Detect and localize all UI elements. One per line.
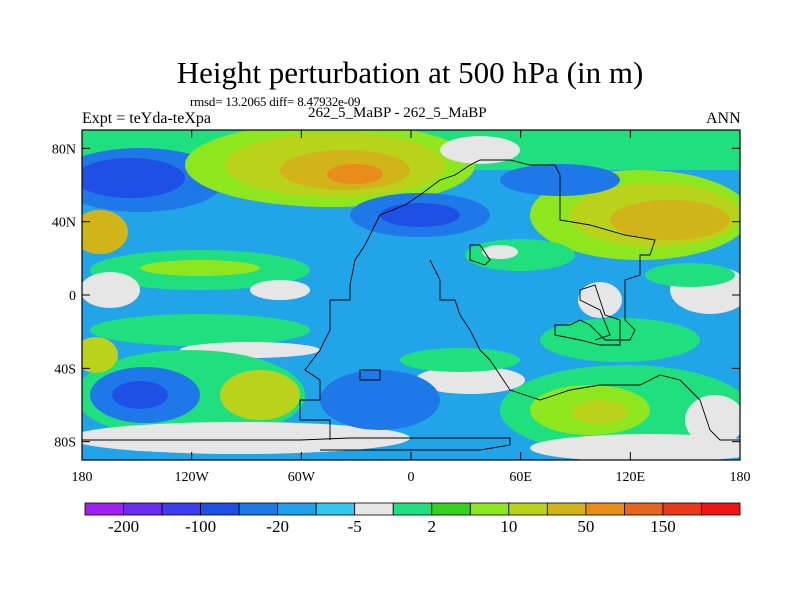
colorbar-swatch-0 [84,502,124,516]
contour-south-atlantic-white [415,366,525,394]
contour-central-white [482,245,518,259]
coastlines [82,159,740,451]
colorbar-swatch-11 [508,502,548,516]
colorbar-label-0: -200 [108,517,139,536]
y-tick-label-3: 40S [54,362,76,377]
contour-pacific-high-core [327,164,383,184]
colorbar-label-3: -5 [348,517,362,536]
colorbar-swatch-16 [701,502,741,516]
contour-west-south-yellow [82,337,118,373]
contour-central-south-low [320,370,440,430]
contour-mid-green-south [90,314,310,346]
colorbar-swatch-7 [354,502,394,516]
colorbar-label-2: -20 [266,517,289,536]
colorbar-swatch-13 [585,502,625,516]
contour-south-west-white [82,422,410,454]
season-label: ANN [706,110,741,127]
colorbar: -200 -100 -20 -5 2 10 50 150 [84,502,741,536]
contour-arctic-high-inner [610,200,730,240]
contour-europe-low-core [380,203,460,227]
x-tick-label-0: 180 [72,470,93,485]
contour-south-pacific-yellow [220,370,300,420]
colorbar-swatch-4 [238,502,279,516]
coastline-continent-b [429,259,740,441]
colorbar-swatch-14 [624,502,664,516]
colorbar-swatch-1 [123,502,163,516]
coastline-continent-c [82,437,511,451]
coastline-continent-a [299,159,656,440]
contour-south-east-white [685,395,740,445]
colorbar-swatch-6 [315,502,356,516]
x-tick-label-1: 120W [175,470,210,485]
colorbar-swatch-2 [161,502,201,516]
contour-south-polar-white [530,434,740,460]
chart-title: Height perturbation at 500 hPa (in m) [176,55,644,90]
colorbar-swatch-8 [392,502,433,516]
contour-south-pacific-low-core [112,381,168,409]
y-tick-label-4: 80S [54,436,76,451]
x-tick-label-2: 60W [288,470,316,485]
colorbar-label-7: 150 [650,517,676,536]
colorbar-swatch-12 [546,502,587,516]
contour-north-white-gap [440,136,520,164]
axes: 180 120W 60W 0 60E 120E 180 80N 40N 0 40S 80S [52,130,751,485]
contour-north-pacific-low-core [82,158,185,198]
colorbar-label-5: 10 [500,517,517,536]
colorbar-swatch-9 [431,502,471,516]
contour-west-high-edge [82,210,128,254]
x-tick-label-3: 0 [408,470,415,485]
x-tick-label-4: 60E [509,470,532,485]
y-tick-label-1: 40N [52,216,76,231]
colorbar-label-1: -100 [185,517,216,536]
colorbar-swatch-10 [469,502,510,516]
contour-east-green [645,263,735,287]
contour-south-atlantic-green [400,348,520,372]
colorbar-label-4: 2 [428,517,437,536]
y-tick-label-2: 0 [69,289,76,304]
contour-tropical-band-west-core [140,260,260,276]
colorbar-swatch-3 [200,502,240,516]
contour-west-white-streak [250,280,310,300]
stats-label: rmsd= 13.2065 diff= 8.47932e-09 [190,94,361,109]
coastline-continent-d [469,244,491,266]
colorbar-swatch-5 [277,502,317,516]
x-tick-label-5: 120E [616,470,646,485]
colorbar-label-6: 50 [577,517,594,536]
x-tick-label-6: 180 [730,470,751,485]
y-tick-label-0: 80N [52,142,76,157]
contour-central-high [465,239,575,271]
colorbar-swatch-15 [662,502,702,516]
experiment-label: Expt = teYda-teXpa [82,110,211,127]
case-label: 262_5_MaBP - 262_5_MaBP [308,105,487,121]
contour-south-indian-core [572,400,628,424]
coastline-continent-e [359,369,381,381]
contour-east-pacific-white [82,272,140,308]
